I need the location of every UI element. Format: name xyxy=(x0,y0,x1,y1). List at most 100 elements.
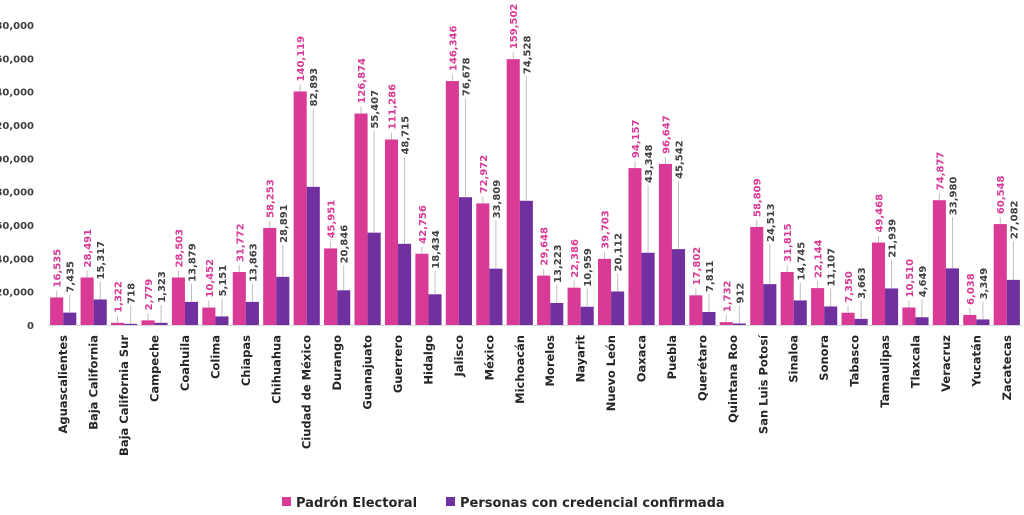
bar-credencial xyxy=(63,312,77,325)
y-tick-label: 160,000 xyxy=(0,54,34,65)
bar-padron xyxy=(902,307,916,325)
bar-credencial xyxy=(915,317,929,325)
legend-label-credencial: Personas con credencial confirmada xyxy=(460,496,725,511)
x-tick-label: Tlaxcala xyxy=(908,335,922,388)
bar-credencial xyxy=(763,284,777,325)
x-tick-label: Chiapas xyxy=(239,335,253,386)
bar-padron xyxy=(780,271,794,325)
data-label-padron: 2,779 xyxy=(144,279,155,311)
bar-credencial xyxy=(367,232,381,325)
data-label-credencial: 13,223 xyxy=(553,244,564,283)
y-tick-label: 60,000 xyxy=(0,221,34,232)
x-tick-label: Querétaro xyxy=(695,335,709,401)
data-label-padron: 7,350 xyxy=(844,271,855,303)
bar-credencial xyxy=(306,186,320,325)
bar-credencial xyxy=(945,268,959,325)
bar-padron xyxy=(50,297,64,325)
data-label-credencial: 10,959 xyxy=(583,248,594,287)
bar-credencial xyxy=(398,243,412,325)
bar-padron xyxy=(932,200,946,325)
x-tick-label: Quintana Roo xyxy=(726,335,740,423)
bar-padron xyxy=(537,275,551,325)
x-tick-label: Colima xyxy=(208,335,222,379)
data-label-padron: 29,648 xyxy=(540,227,551,266)
x-tick-label: Baja California xyxy=(87,335,101,430)
data-label-padron: 58,809 xyxy=(753,178,764,217)
bar-credencial xyxy=(580,306,594,325)
data-label-credencial: 5,151 xyxy=(218,265,229,297)
x-tick-label: Sonora xyxy=(817,335,831,381)
data-label-padron: 10,510 xyxy=(905,259,916,298)
data-label-credencial: 74,528 xyxy=(522,36,533,75)
data-label-padron: 96,647 xyxy=(661,115,672,154)
data-label-padron: 22,144 xyxy=(814,239,825,278)
bar-credencial xyxy=(1006,279,1020,325)
x-tick-label: Zacatecas xyxy=(1000,335,1014,401)
data-label-padron: 31,772 xyxy=(235,223,246,262)
data-label-credencial: 33,809 xyxy=(492,180,503,219)
data-label-credencial: 20,846 xyxy=(340,225,351,264)
data-label-credencial: 15,317 xyxy=(96,241,107,280)
bar-credencial xyxy=(245,301,259,325)
data-label-credencial: 45,542 xyxy=(675,140,686,179)
data-label-credencial: 13,863 xyxy=(248,243,259,282)
data-label-credencial: 55,407 xyxy=(370,90,381,129)
x-tick-label: Sinaloa xyxy=(787,335,801,383)
bar-credencial xyxy=(184,301,199,325)
bar-padron xyxy=(263,227,277,325)
data-label-credencial: 13,879 xyxy=(188,243,199,282)
bar-credencial xyxy=(337,290,351,325)
data-label-padron: 1,732 xyxy=(722,280,733,312)
data-label-padron: 1,322 xyxy=(114,281,125,313)
bar-padron xyxy=(658,163,672,325)
bar-credencial xyxy=(885,288,899,325)
bar-padron xyxy=(111,322,125,325)
legend-swatch-padron xyxy=(282,497,291,506)
bar-padron xyxy=(293,91,307,326)
data-label-padron: 31,815 xyxy=(783,223,794,262)
bar-padron xyxy=(506,59,520,326)
data-label-credencial: 18,434 xyxy=(431,230,442,269)
bar-padron xyxy=(171,277,185,325)
data-label-credencial: 1,323 xyxy=(157,271,168,303)
data-label-padron: 58,253 xyxy=(266,179,277,218)
data-label-padron: 28,491 xyxy=(83,229,94,268)
x-tick-label: Chihuahua xyxy=(269,335,283,404)
y-tick-label: 120,000 xyxy=(0,121,34,132)
data-label-padron: 111,286 xyxy=(387,84,398,130)
x-tick-label: Baja California Sur xyxy=(117,335,131,456)
x-tick-label: Aguascalientes xyxy=(56,335,70,434)
data-label-padron: 49,468 xyxy=(874,194,885,233)
data-label-padron: 10,452 xyxy=(205,259,216,298)
bar-credencial xyxy=(641,252,655,325)
bar-padron xyxy=(202,307,216,325)
bar-credencial xyxy=(854,318,868,325)
bar-padron xyxy=(689,295,703,325)
data-label-padron: 28,503 xyxy=(174,229,185,268)
data-label-padron: 126,874 xyxy=(357,58,368,104)
y-tick-label: 40,000 xyxy=(0,254,34,265)
bar-credencial xyxy=(976,319,990,325)
data-label-credencial: 20,112 xyxy=(614,233,625,272)
data-label-padron: 39,703 xyxy=(601,210,612,249)
data-label-padron: 146,346 xyxy=(448,26,459,72)
bar-credencial xyxy=(276,276,290,325)
bar-padron xyxy=(963,314,977,325)
bar-padron xyxy=(811,288,825,325)
bar-padron xyxy=(628,168,642,325)
y-tick-label: 80,000 xyxy=(0,188,34,199)
data-label-credencial: 33,980 xyxy=(948,177,959,216)
bar-padron xyxy=(871,242,886,325)
data-label-credencial: 11,107 xyxy=(827,248,838,287)
bar-padron xyxy=(445,81,459,325)
data-label-padron: 159,502 xyxy=(509,4,520,50)
y-tick-label: 140,000 xyxy=(0,88,34,99)
data-label-credencial: 21,939 xyxy=(888,219,899,258)
bar-padron xyxy=(993,224,1007,325)
data-label-padron: 72,972 xyxy=(479,155,490,194)
bar-credencial xyxy=(732,323,746,325)
data-label-padron: 74,877 xyxy=(935,152,946,191)
data-label-padron: 140,119 xyxy=(296,36,307,82)
bar-credencial xyxy=(428,294,442,325)
